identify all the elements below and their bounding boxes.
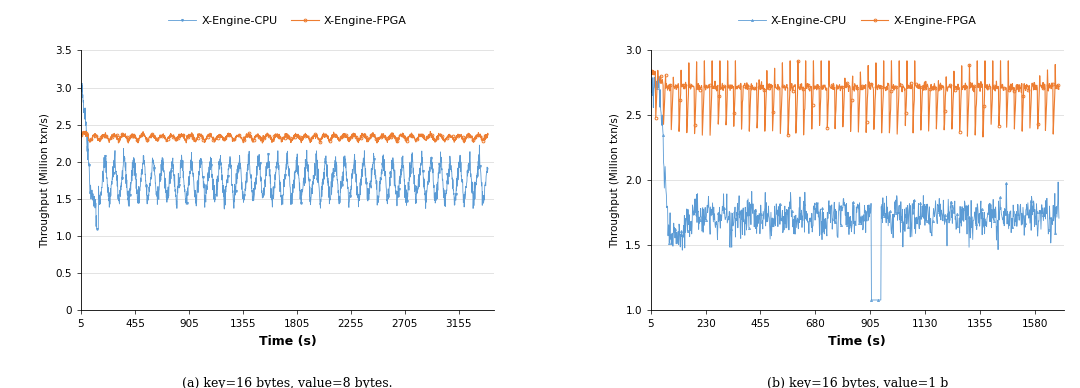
X-Engine-CPU (95, 185, 108, 190)
X-Engine-FPGA (75, 133, 87, 138)
X-Engine-FPGA (1052, 87, 1065, 92)
X-Engine-CPU (652, 74, 665, 79)
X-Engine-FPGA (970, 90, 983, 94)
Line: X-Engine-CPU: X-Engine-CPU (80, 83, 489, 230)
X-Engine-CPU (75, 81, 87, 86)
X-Engine-FPGA (272, 132, 285, 137)
Line: X-Engine-FPGA: X-Engine-FPGA (80, 130, 489, 144)
X-Engine-FPGA (470, 135, 483, 139)
X-Engine-CPU (824, 206, 837, 211)
X-Engine-FPGA (261, 134, 274, 139)
X-Engine-FPGA (976, 135, 989, 139)
X-axis label: Time (s): Time (s) (828, 335, 887, 348)
X-Engine-CPU (865, 298, 878, 302)
X-Engine-CPU (261, 151, 274, 156)
X-Engine-CPU (926, 234, 939, 238)
X-Engine-CPU (272, 172, 285, 177)
X-Engine-CPU (971, 201, 984, 206)
X-Engine-CPU (1052, 216, 1065, 220)
X-Engine-CPU (810, 201, 823, 205)
Line: X-Engine-FPGA: X-Engine-FPGA (649, 59, 1061, 139)
Legend: X-Engine-CPU, X-Engine-FPGA: X-Engine-CPU, X-Engine-FPGA (163, 12, 411, 31)
X-Engine-FPGA (645, 68, 658, 73)
X-Engine-CPU (963, 216, 976, 221)
X-Engine-FPGA (810, 85, 823, 89)
Text: (a) key=16 bytes, value=8 bytes.: (a) key=16 bytes, value=8 bytes. (183, 377, 393, 388)
X-Engine-FPGA (482, 132, 495, 137)
X-Engine-FPGA (824, 86, 837, 90)
Legend: X-Engine-CPU, X-Engine-FPGA: X-Engine-CPU, X-Engine-FPGA (733, 12, 982, 31)
X-Engine-CPU (687, 206, 700, 210)
X-Engine-CPU (470, 178, 483, 182)
Y-axis label: Throughput (Million txn/s): Throughput (Million txn/s) (609, 113, 620, 248)
X-Engine-FPGA (924, 85, 937, 90)
X-Engine-CPU (482, 166, 495, 171)
X-axis label: Time (s): Time (s) (258, 335, 316, 348)
X-Engine-FPGA (370, 141, 383, 146)
X-Engine-CPU (91, 226, 104, 231)
X-Engine-FPGA (95, 133, 108, 138)
X-Engine-FPGA (698, 59, 711, 63)
X-Engine-CPU (470, 182, 483, 187)
X-Engine-FPGA (79, 129, 92, 133)
X-Engine-FPGA (395, 134, 408, 139)
Y-axis label: Throughput (Million txn/s): Throughput (Million txn/s) (40, 113, 50, 248)
Text: (b) key=16 bytes, value=1 b: (b) key=16 bytes, value=1 b (767, 377, 948, 388)
X-Engine-CPU (395, 163, 408, 168)
Line: X-Engine-CPU: X-Engine-CPU (650, 75, 1059, 301)
X-Engine-FPGA (686, 84, 699, 89)
X-Engine-CPU (645, 88, 658, 93)
X-Engine-FPGA (470, 137, 483, 141)
X-Engine-FPGA (963, 62, 976, 67)
